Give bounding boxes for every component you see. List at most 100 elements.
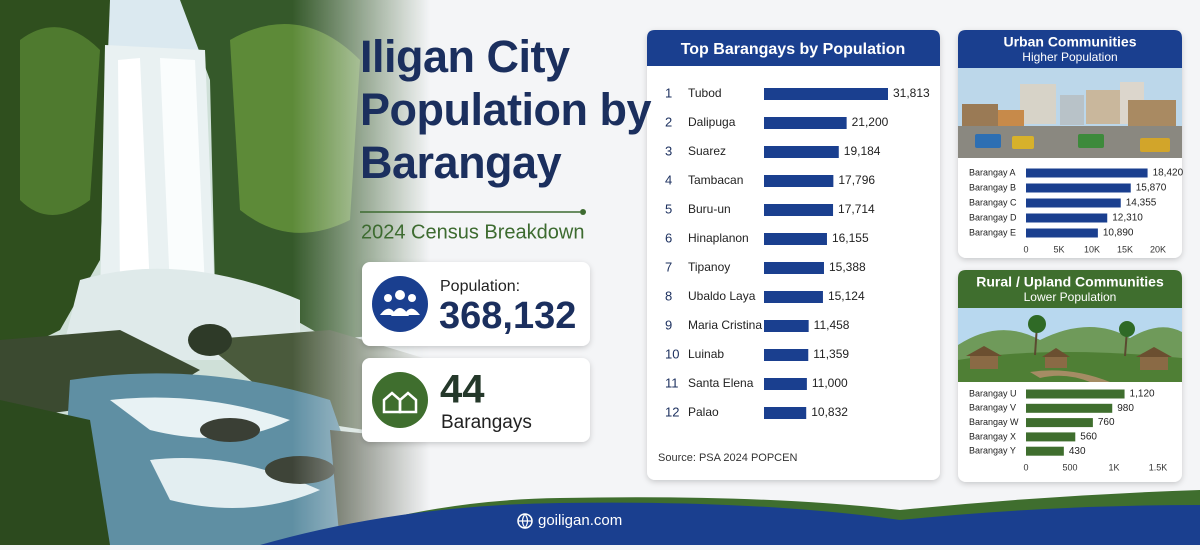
website: goiligan.com [538, 512, 622, 529]
value-label: 11,359 [813, 347, 849, 361]
value-label: 15,124 [828, 289, 865, 303]
rank: 5 [665, 201, 672, 216]
bar [764, 262, 824, 274]
rank: 7 [665, 259, 672, 274]
category-label: Barangay W [969, 417, 1019, 427]
stat-label: Population: [440, 278, 520, 295]
rural-header [958, 270, 1182, 308]
bar [1026, 418, 1093, 428]
category-label: Barangay C [969, 197, 1017, 207]
card-title: Rural / Upland Communities [976, 274, 1164, 290]
value-label: 560 [1080, 432, 1097, 443]
x-tick-label: 20K [1150, 244, 1166, 254]
category-label: Barangay B [969, 182, 1016, 192]
title-rule-dot [580, 209, 586, 215]
category-label: Barangay X [969, 431, 1016, 441]
bar [1026, 198, 1121, 208]
value-label: 430 [1069, 446, 1086, 457]
x-tick-label: 1K [1108, 462, 1119, 472]
category-label: Barangay A [969, 167, 1016, 177]
category-label: Luinab [688, 347, 724, 361]
rank: 10 [665, 346, 679, 361]
bar [1026, 168, 1148, 178]
value-label: 11,458 [814, 318, 850, 332]
bar [764, 349, 809, 361]
category-label: Tubod [688, 86, 722, 100]
people-icon [372, 276, 428, 332]
source: Source: PSA 2024 POPCEN [658, 452, 797, 464]
bar [764, 320, 809, 332]
bar [764, 146, 839, 158]
category-label: Buru-un [688, 202, 731, 216]
bar [764, 88, 888, 100]
value-label: 10,832 [811, 405, 848, 419]
barangay-card [362, 358, 590, 442]
card-subtitle: Lower Population [1024, 290, 1117, 304]
top-panel [647, 30, 940, 480]
value-label: 18,420 [1153, 168, 1184, 179]
rank: 8 [665, 288, 672, 303]
x-tick-label: 10K [1084, 244, 1100, 254]
panel-title: Top Barangays by Population [681, 41, 906, 58]
rank: 4 [665, 172, 672, 187]
rank: 9 [665, 317, 672, 332]
category-label: Barangay D [969, 212, 1017, 222]
bar [1026, 213, 1108, 223]
bar [764, 233, 827, 245]
stat-label: Barangays [441, 412, 532, 433]
value-label: 1,120 [1130, 389, 1155, 400]
value-label: 11,000 [812, 376, 848, 390]
rank: 6 [665, 230, 672, 245]
x-tick-label: 15K [1117, 244, 1133, 254]
main-title: Iligan City Population by Barangay [360, 31, 652, 188]
globe-lines [518, 513, 532, 530]
value-label: 17,796 [838, 173, 875, 187]
category-label: Barangay E [969, 227, 1016, 237]
houses-glyph [382, 391, 418, 414]
urban-header [958, 30, 1182, 68]
bar [764, 117, 847, 129]
value-label: 760 [1098, 417, 1115, 428]
value-label: 10,890 [1103, 228, 1134, 239]
value-label: 16,155 [832, 231, 869, 245]
bar [764, 175, 834, 187]
bar [764, 204, 834, 216]
rural-illustration [958, 308, 1182, 382]
value-label: 31,813 [893, 86, 930, 100]
category-label: Suarez [688, 144, 726, 158]
bar [764, 378, 807, 390]
category-label: Tambacan [688, 173, 743, 187]
value-label: 980 [1117, 403, 1134, 414]
subtitle: 2024 Census Breakdown [361, 221, 584, 243]
population-card [362, 262, 590, 346]
value-label: 15,388 [829, 260, 866, 274]
stat-value: 368,132 [439, 295, 576, 337]
category-label: Ubaldo Laya [688, 289, 756, 303]
value-label: 14,355 [1126, 198, 1157, 209]
card-subtitle: Higher Population [1022, 50, 1117, 64]
rank: 12 [665, 404, 679, 419]
category-label: Barangay U [969, 388, 1017, 398]
category-label: Dalipuga [688, 115, 736, 129]
category-label: Barangay V [969, 403, 1016, 413]
category-label: Palao [688, 405, 719, 419]
value-label: 17,714 [838, 202, 875, 216]
rank: 1 [665, 85, 672, 100]
category-label: Tipanoy [688, 260, 730, 274]
value-label: 19,184 [844, 144, 881, 158]
category-label: Santa Elena [688, 376, 754, 390]
waterfall-scene [0, 0, 430, 545]
category-label: Maria Cristina [688, 318, 762, 332]
x-tick-label: 0 [1023, 462, 1028, 472]
bar [1026, 183, 1131, 193]
bar [1026, 228, 1098, 238]
rank: 3 [665, 143, 672, 158]
category-label: Hinaplanon [688, 231, 749, 245]
bar [764, 407, 807, 419]
card-title: Urban Communities [1003, 34, 1136, 50]
wave-blue [260, 502, 1200, 545]
x-tick-label: 1.5K [1149, 462, 1168, 472]
bar [1026, 446, 1064, 456]
value-label: 21,200 [852, 115, 889, 129]
value-label: 15,870 [1136, 183, 1167, 194]
